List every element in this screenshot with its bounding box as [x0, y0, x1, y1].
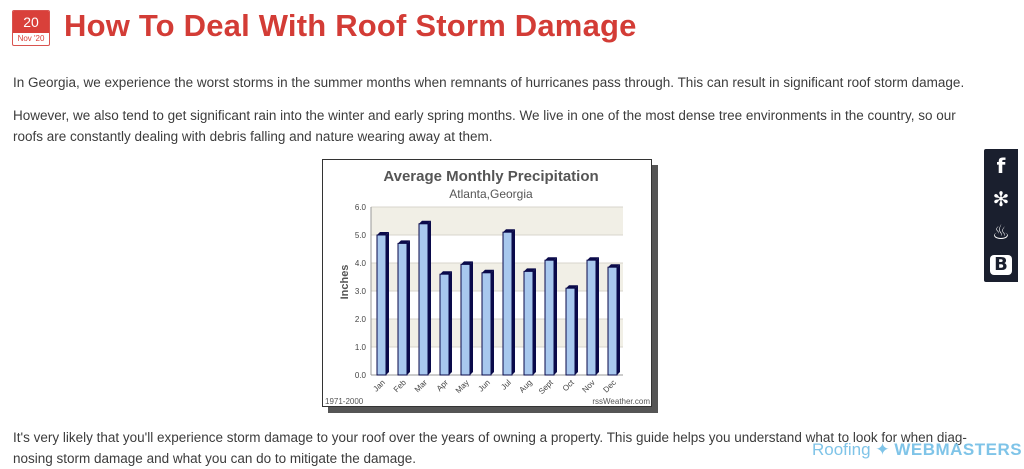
blogger-icon[interactable]: B — [984, 248, 1018, 281]
chart-yticks: 0.0 1.0 2.0 3.0 4.0 5.0 6.0 — [355, 203, 367, 380]
y-tick-label: 1.0 — [355, 343, 367, 352]
bar-may — [460, 261, 473, 376]
bar-nov — [586, 257, 599, 376]
precipitation-chart: Average Monthly Precipitation Atlanta,Ge… — [322, 159, 658, 413]
bar-mar — [418, 220, 431, 376]
x-tick-label: Aug — [517, 378, 533, 394]
x-tick-label: Jan — [371, 378, 386, 393]
chart-footer-left: 1971-2000 — [325, 397, 364, 406]
x-tick-label: Jul — [499, 378, 513, 392]
chart-frame: Average Monthly Precipitation Atlanta,Ge… — [322, 159, 652, 407]
bar-jan — [376, 232, 389, 376]
chart-footer-right: rssWeather.com — [592, 397, 650, 406]
yelp-glyph: ✻ — [992, 186, 1010, 211]
post-title: How To Deal With Roof Storm Damage — [64, 8, 637, 43]
bar-jun — [481, 269, 494, 376]
date-badge: 20 Nov '20 — [12, 10, 50, 46]
bar-jul — [502, 229, 515, 376]
bar-feb — [397, 240, 410, 376]
grid-band — [371, 291, 623, 319]
y-tick-label: 3.0 — [355, 287, 367, 296]
social-share-bar: f ✻ ♨ B — [984, 149, 1018, 282]
blogger-glyph: B — [990, 254, 1012, 275]
x-tick-label: Apr — [435, 378, 450, 393]
grid-band — [371, 235, 623, 263]
paragraph-3: It's very likely that you'll experience … — [13, 430, 967, 466]
watermark-roofing: Roofing — [812, 440, 871, 459]
yelp-icon[interactable]: ✻ — [984, 182, 1018, 215]
date-month: Nov '20 — [17, 34, 45, 43]
x-tick-label: Feb — [392, 378, 409, 395]
bar-aug — [523, 268, 536, 376]
x-tick-label: Nov — [580, 378, 596, 394]
fire-icon[interactable]: ♨ — [984, 215, 1018, 248]
y-tick-label: 4.0 — [355, 259, 367, 268]
bar-apr — [439, 271, 452, 376]
roofing-webmasters-watermark: Roofing ✦ WEBMASTERS — [812, 440, 1022, 460]
bar-dec — [607, 264, 620, 376]
x-tick-label: Dec — [601, 378, 617, 394]
grid-band — [371, 319, 623, 347]
x-tick-label: Mar — [413, 378, 429, 394]
x-tick-label: May — [454, 378, 471, 395]
x-tick-label: Sept — [537, 378, 556, 397]
chart-ylabel: Inches — [339, 265, 351, 300]
fire-glyph: ♨ — [992, 219, 1010, 244]
chart-title: Average Monthly Precipitation — [383, 168, 598, 185]
y-tick-label: 5.0 — [355, 231, 367, 240]
paragraph-1: In Georgia, we experience the worst stor… — [13, 75, 965, 90]
grid-band — [371, 263, 623, 291]
grid-band — [371, 207, 623, 235]
watermark-star-icon: ✦ — [875, 440, 890, 459]
chart-bars — [376, 220, 620, 376]
chart-subtitle: Atlanta,Georgia — [449, 187, 533, 201]
facebook-icon[interactable]: f — [984, 149, 1018, 182]
x-tick-label: Jun — [476, 378, 491, 393]
bar-sept — [544, 257, 557, 376]
chart-xticks: Jan Feb Mar Apr May Jun Jul Aug Sept Oct Nov Dec — [371, 378, 617, 397]
y-tick-label: 0.0 — [355, 371, 367, 380]
y-tick-label: 2.0 — [355, 315, 367, 324]
x-tick-label: Oct — [561, 378, 577, 394]
facebook-glyph: f — [996, 153, 1006, 178]
grid-band — [371, 347, 623, 375]
paragraph-2: However, we also tend to get significant… — [13, 108, 956, 144]
chart-svg: Average Monthly Precipitation Atlanta,Ge… — [325, 168, 650, 406]
y-tick-label: 6.0 — [355, 203, 367, 212]
date-day: 20 — [13, 11, 49, 33]
watermark-webmasters: WEBMASTERS — [894, 440, 1023, 459]
bar-oct — [565, 285, 578, 376]
chart-grid — [370, 206, 623, 376]
